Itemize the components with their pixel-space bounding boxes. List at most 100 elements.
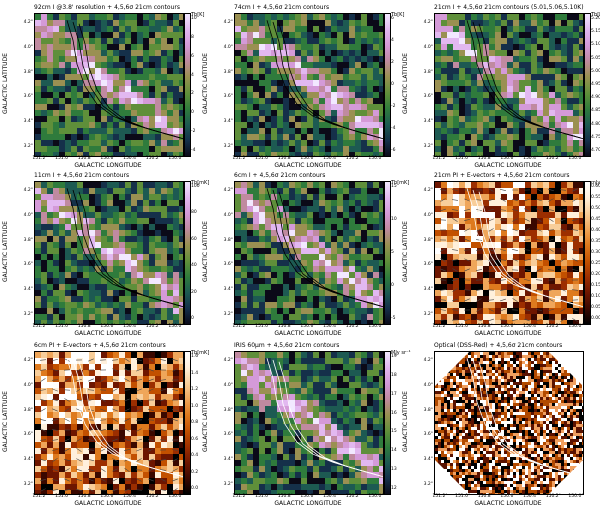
colorbar-unit: Tb[mK] bbox=[391, 180, 410, 186]
x-axis-label: GALACTIC LONGITUDE bbox=[474, 162, 542, 169]
sky-map-image bbox=[434, 351, 584, 495]
colorbar-tick-label: 16 bbox=[391, 410, 397, 416]
panel-3: 21cm I + 4,5,6σ 21cm contours (5.01,5.06… bbox=[402, 4, 600, 172]
panel-8: IRIS 60μm + 4,5,6σ 21cm contours MJy sr⁻¹… bbox=[202, 342, 411, 510]
x-tick-label: 150.0° bbox=[168, 156, 184, 161]
colorbar-tick-label: -5 bbox=[391, 316, 396, 321]
colorbar-unit: Tb[K] bbox=[591, 12, 600, 18]
y-tick-label: 3.8° bbox=[23, 69, 33, 75]
colorbar-tick-label: 20 bbox=[191, 289, 197, 295]
x-tick-label: 150.4° bbox=[523, 324, 539, 329]
colorbar-tick-label: 1.0 bbox=[191, 403, 199, 409]
panel-title: 21cm I + 4,5,6σ 21cm contours (5.01,5.06… bbox=[434, 4, 584, 11]
y-tick-label: 3.2° bbox=[423, 144, 433, 149]
colorbar-tick-label: 0.6 bbox=[191, 436, 199, 442]
sky-map-canvas bbox=[435, 14, 583, 156]
x-tick-label: 150.2° bbox=[545, 494, 561, 499]
colorbar-tick-label: 0.30 bbox=[591, 250, 600, 255]
y-tick-label: 3.2° bbox=[23, 312, 33, 317]
colorbar-tick-label: 4.90 bbox=[591, 95, 600, 101]
colorbar-tick-label: 1.4 bbox=[191, 370, 199, 376]
x-tick-label: 150.8° bbox=[277, 324, 293, 329]
colorbar-tick-label: 100 bbox=[191, 184, 200, 189]
x-tick-label: 150.6° bbox=[500, 494, 516, 499]
x-tick-label: 151.2° bbox=[432, 494, 448, 499]
colorbar-tick-label: 13 bbox=[391, 467, 397, 473]
y-tick-label: 3.6° bbox=[223, 94, 233, 100]
colorbar-tick-label: 4 bbox=[191, 72, 194, 78]
x-axis-label: GALACTIC LONGITUDE bbox=[74, 162, 142, 169]
colorbar bbox=[184, 13, 191, 157]
sky-map-canvas bbox=[435, 182, 583, 324]
colorbar-tick-label: 40 bbox=[191, 263, 197, 269]
y-axis-label: GALACTIC LATITUDE bbox=[202, 53, 209, 114]
y-tick-label: 3.4° bbox=[223, 287, 233, 293]
x-tick-label: 150.2° bbox=[145, 494, 161, 499]
sky-map-image bbox=[34, 13, 184, 157]
colorbar bbox=[584, 181, 591, 325]
y-tick-label: 3.6° bbox=[423, 94, 433, 100]
y-tick-label: 4.2° bbox=[23, 188, 33, 193]
colorbar-tick-label: 4.75 bbox=[591, 134, 600, 140]
panel-2: 74cm I + 4,5,6σ 21cm contours Tb[K] 6 4 2 0 -2… bbox=[202, 4, 406, 172]
panel-7: 6cm PI + E-vectors + 4,5,6σ 21cm contour… bbox=[2, 342, 209, 510]
colorbar-tick-label: 0 bbox=[391, 283, 394, 288]
x-tick-label: 151.2° bbox=[232, 494, 248, 499]
x-tick-label: 150.6° bbox=[100, 156, 116, 161]
colorbar-tick-label: 18 bbox=[391, 372, 397, 378]
colorbar-tick-label: 4.85 bbox=[591, 108, 600, 114]
panel-6: 21cm PI + E-vectors + 4,5,6σ 21cm contou… bbox=[402, 172, 600, 340]
colorbar-tick-label: 0.4 bbox=[191, 453, 199, 458]
colorbar-unit: Tb[K] bbox=[191, 12, 205, 18]
sky-map-image bbox=[234, 351, 384, 495]
y-tick-label: 4.2° bbox=[223, 188, 233, 193]
colorbar-tick-label: 5.05 bbox=[591, 55, 600, 61]
colorbar-tick-label: 0 bbox=[191, 316, 194, 321]
y-tick-label: 3.4° bbox=[423, 119, 433, 125]
colorbar-tick-label: 0.2 bbox=[191, 469, 199, 475]
colorbar-tick-label: 4.95 bbox=[591, 82, 600, 87]
colorbar-tick-label: 4 bbox=[391, 38, 394, 43]
colorbar-tick-label: 0.45 bbox=[591, 217, 600, 222]
x-tick-label: 150.2° bbox=[545, 324, 561, 329]
colorbar-tick-label: 15 bbox=[391, 429, 397, 435]
colorbar bbox=[384, 181, 391, 325]
x-axis-label: GALACTIC LONGITUDE bbox=[274, 330, 342, 337]
x-tick-label: 150.0° bbox=[368, 156, 384, 161]
y-axis-label: GALACTIC LATITUDE bbox=[202, 391, 209, 452]
colorbar-tick-label: 0 bbox=[391, 82, 394, 87]
y-axis-label: GALACTIC LATITUDE bbox=[402, 53, 409, 114]
panel-9: Optical (DSS-Red) + 4,5,6σ 21cm contours… bbox=[402, 342, 600, 510]
colorbar bbox=[184, 181, 191, 325]
x-tick-label: 151.0° bbox=[255, 324, 271, 329]
y-tick-label: 3.6° bbox=[223, 432, 233, 438]
sky-map-canvas bbox=[35, 352, 183, 494]
y-tick-label: 3.8° bbox=[223, 407, 233, 413]
x-axis-label: GALACTIC LONGITUDE bbox=[74, 330, 142, 337]
colorbar-tick-label: 4.70 bbox=[591, 148, 600, 153]
panel-title: IRIS 60μm + 4,5,6σ 21cm contours bbox=[234, 342, 340, 349]
colorbar-tick-label: 5.20 bbox=[591, 16, 600, 21]
colorbar-tick-label: -4 bbox=[191, 148, 196, 153]
y-tick-label: 3.4° bbox=[23, 457, 33, 463]
x-tick-label: 150.8° bbox=[477, 156, 493, 161]
x-tick-label: 150.2° bbox=[345, 156, 361, 161]
x-tick-label: 151.0° bbox=[455, 494, 471, 499]
colorbar-unit: Tb[mK] bbox=[191, 180, 210, 186]
y-tick-label: 3.2° bbox=[223, 144, 233, 149]
x-tick-label: 151.0° bbox=[455, 324, 471, 329]
colorbar-tick-label: 15 bbox=[391, 184, 397, 189]
colorbar-tick-label: 14 bbox=[391, 448, 397, 454]
panel-1: 92cm I @3.8' resolution + 4,5,6σ 21cm co… bbox=[2, 4, 206, 172]
colorbar-tick-label: 0.50 bbox=[591, 206, 600, 211]
colorbar bbox=[384, 351, 391, 495]
panel-4: 11cm I + 4,5,6σ 21cm contours Tb[mK] 100 80… bbox=[2, 172, 210, 340]
colorbar-tick-label: -2 bbox=[391, 104, 396, 109]
sky-map-canvas bbox=[435, 352, 583, 494]
sky-map-image bbox=[234, 13, 384, 157]
colorbar-tick-label: 80 bbox=[191, 210, 197, 216]
colorbar-tick-label: 8 bbox=[191, 34, 194, 40]
x-axis-label: GALACTIC LONGITUDE bbox=[74, 500, 142, 507]
colorbar-tick-label: 19 bbox=[391, 354, 397, 359]
panel-title: Optical (DSS-Red) + 4,5,6σ 21cm contours bbox=[434, 342, 563, 349]
